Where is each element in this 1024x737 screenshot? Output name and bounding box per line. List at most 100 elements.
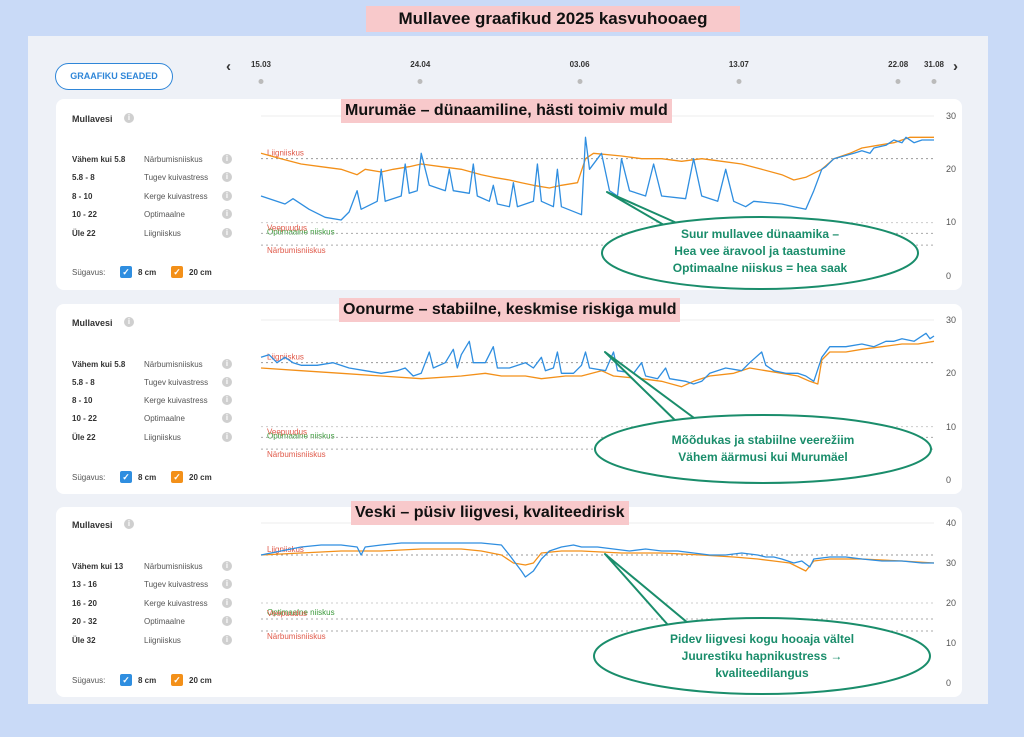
legend-row: 10 - 22 Optimaalne i — [72, 413, 252, 426]
y-tick-label: 30 — [946, 111, 956, 121]
timeline-date-1[interactable]: 24.04 — [410, 60, 431, 69]
series-line-8cm — [260, 542, 934, 578]
info-icon[interactable]: i — [222, 561, 232, 571]
info-icon[interactable]: i — [222, 359, 232, 369]
legend-name: Optimaalne — [144, 617, 185, 626]
checkbox-20cm[interactable]: ✓ — [171, 266, 183, 278]
y-tick-label: 30 — [946, 315, 956, 325]
legend-range: 5.8 - 8 — [72, 173, 95, 182]
checkbox-8cm[interactable]: ✓ — [120, 471, 132, 483]
info-icon[interactable]: i — [222, 377, 232, 387]
callout-line: Mõõdukas ja stabiilne veerežiim — [671, 433, 855, 447]
callout-murumae — [601, 191, 919, 290]
legend-name: Liigniiskus — [144, 229, 181, 238]
checkbox-20cm[interactable]: ✓ — [171, 674, 183, 686]
legend-name: Tugev kuivastress — [144, 378, 209, 387]
timeline-dot[interactable] — [258, 79, 264, 84]
y-tick-label: 40 — [946, 518, 956, 528]
checkbox-20cm[interactable]: ✓ — [171, 471, 183, 483]
info-icon[interactable]: i — [222, 579, 232, 589]
info-icon[interactable]: i — [124, 113, 134, 123]
legend-row: Üle 32 Liigniiskus i — [72, 635, 252, 648]
callout-line: Hea vee äravool ja taastumine — [674, 244, 846, 258]
timeline-dot[interactable] — [895, 79, 901, 84]
timeline-dot[interactable] — [417, 79, 423, 84]
timeline-date-0[interactable]: 15.03 — [250, 60, 272, 69]
info-icon[interactable]: i — [222, 209, 232, 219]
legend-name: Optimaalne — [144, 210, 185, 219]
panel-title: Oonurme – stabiilne, keskmise riskiga mu… — [339, 298, 681, 322]
checkbox-8cm-label: 8 cm — [138, 676, 157, 685]
next-arrow-icon[interactable]: › — [953, 58, 958, 75]
legend-row: 5.8 - 8 Tugev kuivastress i — [72, 377, 252, 390]
info-icon[interactable]: i — [222, 154, 232, 164]
y-tick-label: 30 — [946, 558, 956, 568]
checkbox-20cm-label: 20 cm — [189, 676, 212, 685]
callout-text: Pidev liigvesi kogu hooaja vältel Juurest… — [597, 631, 927, 682]
legend-row: Vähem kui 13 Närbumisniiskus i — [72, 561, 252, 574]
legend-name: Optimaalne — [144, 414, 185, 423]
legend-row: 13 - 16 Tugev kuivastress i — [72, 579, 252, 592]
legend-name: Tugev kuivastress — [144, 173, 209, 182]
timeline-dot[interactable] — [577, 79, 583, 84]
series-line-8cm — [260, 136, 934, 221]
y-tick-label: 10 — [946, 217, 956, 227]
timeline-dot[interactable] — [931, 79, 937, 84]
timeline-dot[interactable] — [736, 79, 742, 84]
info-icon[interactable]: i — [222, 228, 232, 238]
legend-range: 8 - 10 — [72, 396, 93, 405]
timeline-date-5[interactable]: 31.08 — [923, 60, 945, 69]
callout-pointer — [604, 553, 707, 639]
timeline-date-2[interactable]: 03.06 — [569, 60, 590, 69]
threshold-label-optimal: Optimaalne niiskus — [267, 432, 335, 441]
legend-row: Üle 22 Liigniiskus i — [72, 432, 252, 445]
threshold-label-wilting: Närbumisniiskus — [267, 450, 326, 459]
callout-veski — [593, 553, 931, 695]
legend-row: 8 - 10 Kerge kuivastress i — [72, 191, 252, 204]
checkbox-8cm[interactable]: ✓ — [120, 674, 132, 686]
legend-row: Vähem kui 5.8 Närbumisniiskus i — [72, 359, 252, 372]
callout-bubble — [593, 617, 931, 695]
threshold-label-water_shortage: Veepuudus — [267, 609, 307, 618]
checkbox-8cm[interactable]: ✓ — [120, 266, 132, 278]
callout-join — [678, 233, 705, 240]
timeline-date-4[interactable]: 22.08 — [888, 60, 909, 69]
section-label: Mullavesi — [72, 114, 113, 124]
info-icon[interactable]: i — [222, 413, 232, 423]
y-tick-label: 0 — [946, 271, 951, 281]
prev-arrow-icon[interactable]: ‹ — [226, 58, 231, 75]
depth-label: Sügavus: — [72, 268, 106, 277]
chart-settings-button[interactable]: GRAAFIKU SEADED — [55, 63, 173, 90]
threshold-label-optimal: Optimaalne niiskus — [267, 608, 335, 617]
info-icon[interactable]: i — [222, 395, 232, 405]
legend-range: Vähem kui 5.8 — [72, 155, 126, 164]
callout-oonurme — [594, 351, 932, 484]
info-icon[interactable]: i — [222, 616, 232, 626]
timeline-date-3[interactable]: 13.07 — [728, 60, 749, 69]
legend-range: Vähem kui 5.8 — [72, 360, 126, 369]
y-tick-label: 20 — [946, 598, 956, 608]
info-icon[interactable]: i — [222, 598, 232, 608]
callout-text: Mõõdukas ja stabiilne veerežiim Vähem äär… — [598, 432, 928, 466]
info-icon[interactable]: i — [222, 635, 232, 645]
info-icon[interactable]: i — [222, 191, 232, 201]
legend-range: Üle 32 — [72, 636, 96, 645]
legend-name: Närbumisniiskus — [144, 155, 203, 164]
info-icon[interactable]: i — [222, 172, 232, 182]
depth-label: Sügavus: — [72, 473, 106, 482]
legend-range: 10 - 22 — [72, 210, 97, 219]
panel-title: Murumäe – dünaamiline, hästi toimiv muld — [341, 99, 672, 123]
page-title: Mullavee graafikud 2025 kasvuhooaeg — [366, 6, 740, 32]
info-icon[interactable]: i — [124, 519, 134, 529]
threshold-label-water_shortage: Veepuudus — [267, 427, 307, 436]
depth-label: Sügavus: — [72, 676, 106, 685]
y-tick-label: 10 — [946, 638, 956, 648]
legend-row: Üle 22 Liigniiskus i — [72, 228, 252, 241]
info-icon[interactable]: i — [124, 317, 134, 327]
info-icon[interactable]: i — [222, 432, 232, 442]
series-line-8cm — [260, 332, 935, 385]
series-line-20cm — [260, 340, 935, 388]
callout-bubble — [594, 414, 932, 484]
legend-name: Liigniiskus — [144, 433, 181, 442]
